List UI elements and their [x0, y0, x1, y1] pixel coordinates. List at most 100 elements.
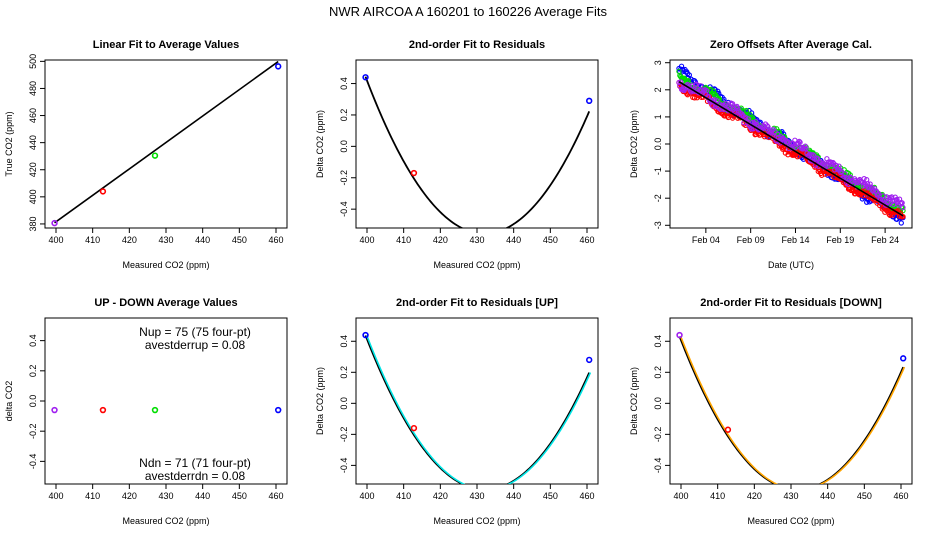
annotation-nup: Nup = 75 (75 four-pt) — [139, 325, 251, 339]
data-point — [51, 406, 58, 414]
y-tick-label: 500 — [28, 54, 38, 69]
y-tick-label: 380 — [28, 216, 38, 231]
data-point — [410, 169, 418, 177]
y-tick-label: -0.4 — [28, 454, 38, 470]
x-tick-label: 400 — [359, 235, 374, 245]
chart-panel-2: 2nd-order Fit to Residuals 400 410 420 430 44… — [315, 39, 599, 270]
x-tick-label: 400 — [359, 491, 374, 501]
x-tick-label: 420 — [122, 491, 137, 501]
y-tick-label: -0.2 — [653, 427, 663, 443]
data-point — [724, 426, 732, 433]
data-point — [881, 197, 887, 203]
y-axis-label: True CO2 (ppm) — [4, 111, 14, 176]
data-point — [898, 220, 904, 226]
data-point — [275, 406, 282, 414]
y-tick-label: 0.0 — [339, 140, 349, 153]
y-axis-label: Delta CO2 (ppm) — [315, 110, 325, 178]
data-point — [151, 406, 159, 414]
x-tick-label: 420 — [747, 491, 762, 501]
x-axis-label: Date (UTC) — [768, 260, 814, 270]
data-point — [723, 100, 729, 107]
y-tick-label: 0.4 — [339, 77, 349, 90]
data-point — [813, 156, 820, 162]
y-tick-label: -3 — [653, 221, 663, 229]
plot-marks — [51, 406, 282, 414]
x-tick-label: Feb 19 — [826, 235, 854, 245]
x-tick-label: 410 — [85, 491, 100, 501]
data-point — [686, 72, 692, 78]
data-point — [99, 188, 107, 195]
fit-line — [54, 60, 279, 224]
data-point — [866, 184, 872, 190]
panel-grid: Linear Fit to Average Values 400 410 420 430… — [4, 39, 913, 526]
x-tick-label: 410 — [396, 235, 411, 245]
plot-marks — [676, 331, 907, 484]
y-tick-label: 420 — [28, 162, 38, 177]
x-tick-label: 400 — [48, 235, 63, 245]
data-point — [875, 191, 881, 198]
data-point — [810, 152, 816, 158]
plot-frame — [669, 317, 913, 485]
annotation-avestderrdn: avestderrdn = 0.08 — [145, 469, 246, 483]
data-point — [814, 155, 821, 161]
y-tick-label: -0.4 — [653, 458, 663, 474]
y-tick-label: -0.4 — [339, 201, 349, 217]
y-tick-label: 0.4 — [339, 335, 349, 348]
data-point — [803, 145, 809, 152]
data-point — [884, 199, 891, 206]
x-axis-label: Measured CO2 (ppm) — [433, 516, 520, 526]
chart-panel-1: Linear Fit to Average Values 400 410 420 430… — [4, 39, 288, 270]
panel-title: 2nd-order Fit to Residuals — [409, 39, 545, 51]
x-tick-label: 440 — [820, 491, 835, 501]
x-tick-label: Feb 04 — [692, 235, 720, 245]
x-tick-label: 430 — [469, 235, 484, 245]
x-tick-label: 420 — [433, 491, 448, 501]
data-point — [585, 97, 593, 105]
y-tick-label: 0.0 — [28, 395, 38, 408]
data-point — [681, 75, 687, 81]
panel-title: Zero Offsets After Average Cal. — [710, 39, 872, 51]
data-point — [900, 213, 906, 220]
x-tick-label: 440 — [506, 491, 521, 501]
data-point — [678, 79, 684, 85]
fit-curve — [678, 336, 905, 484]
x-tick-label: 450 — [232, 235, 247, 245]
plot-marks — [676, 63, 906, 226]
x-tick-label: 430 — [158, 491, 173, 501]
plot-frame — [355, 59, 599, 229]
y-tick-label: 0.4 — [653, 335, 663, 348]
x-tick-label: 450 — [543, 491, 558, 501]
x-tick-label: Feb 09 — [737, 235, 765, 245]
y-axis-label: delta CO2 — [4, 381, 14, 422]
y-axis-label: Delta CO2 (ppm) — [629, 367, 639, 435]
data-point — [676, 331, 683, 339]
x-tick-label: 430 — [158, 235, 173, 245]
data-point — [838, 168, 845, 175]
x-tick-label: 460 — [893, 491, 908, 501]
data-point — [692, 82, 699, 88]
data-point — [714, 98, 720, 104]
chart-panel-4: UP - DOWN Average Values 400 410 420 430 440 4… — [4, 297, 288, 526]
panel-title: 2nd-order Fit to Residuals [DOWN] — [700, 297, 882, 309]
chart-panel-3: Zero Offsets After Average Cal. Feb 04 Feb… — [629, 39, 913, 270]
y-tick-label: 2 — [653, 87, 663, 92]
plot-marks — [362, 74, 593, 228]
plot-marks — [51, 60, 282, 227]
y-tick-label: -1 — [653, 167, 663, 175]
data-point — [51, 219, 58, 227]
annotation-ndn: Ndn = 71 (71 four-pt) — [139, 456, 251, 470]
fit-curve-overlay — [679, 336, 906, 484]
annotation-avestderrup: avestderrup = 0.08 — [145, 338, 246, 352]
y-tick-label: 0.0 — [653, 397, 663, 410]
y-tick-label: 0.4 — [28, 334, 38, 347]
data-point — [410, 424, 418, 432]
y-tick-label: 460 — [28, 108, 38, 123]
x-axis-label: Measured CO2 (ppm) — [747, 516, 834, 526]
data-point — [876, 191, 882, 197]
x-tick-label: 460 — [579, 235, 594, 245]
data-point — [753, 119, 759, 125]
x-tick-label: 440 — [195, 491, 210, 501]
panel-title: UP - DOWN Average Values — [94, 297, 237, 309]
series-4 — [676, 79, 906, 211]
